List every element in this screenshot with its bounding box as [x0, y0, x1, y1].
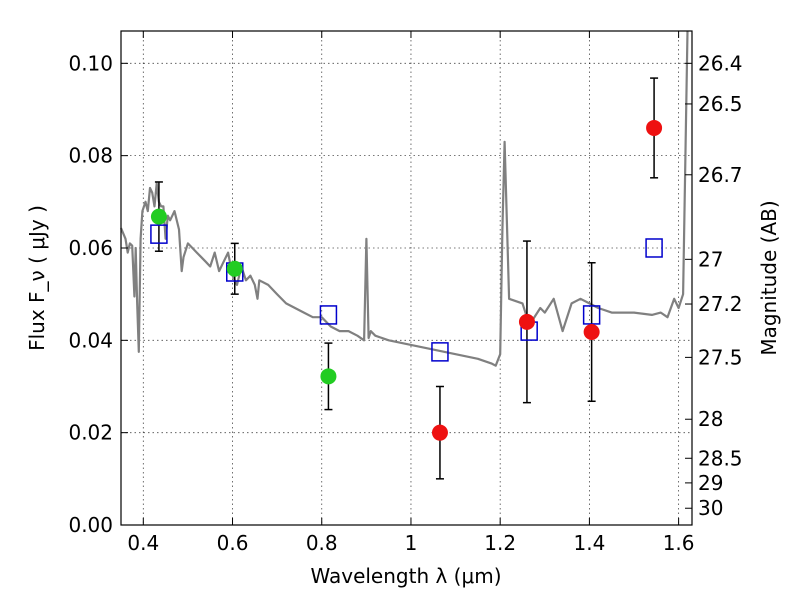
x-tick-label: 1.6 [663, 531, 695, 555]
y-tick-label: 0.08 [68, 144, 113, 168]
x-tick-label: 0.4 [127, 531, 159, 555]
model-flux-squares [150, 224, 663, 362]
y2-tick-label: 26.5 [698, 92, 743, 116]
photometry-point [518, 313, 535, 330]
y-tick-label: 0.04 [68, 328, 113, 352]
model-flux-square [150, 224, 168, 244]
y-axis-label: Flux F_ν ( μJy ) [25, 205, 49, 351]
detection-point [226, 260, 243, 277]
grid-lines [121, 31, 692, 526]
y-tick-label: 0.06 [68, 236, 113, 260]
photometry-point [646, 119, 663, 136]
model-flux-square [582, 305, 601, 325]
y2-tick-label: 28 [698, 407, 723, 431]
detection-point [150, 208, 167, 225]
x-axis-label: Wavelength λ (μm) [310, 564, 501, 588]
y2-tick-label: 28.5 [698, 446, 743, 470]
x-tick-label: 1.4 [573, 531, 605, 555]
x-tick-label: 1.2 [484, 531, 516, 555]
plot-frame [120, 30, 693, 526]
y2-tick-label: 27 [698, 247, 723, 271]
photometry-points [150, 119, 663, 441]
y2-tick-label: 27.5 [698, 345, 743, 369]
photometry-point [431, 424, 448, 441]
model-flux-square [319, 305, 338, 325]
y2-axis-label: Magnitude (AB) [757, 200, 781, 355]
photometry-point [583, 324, 600, 341]
model-spectrum [119, 30, 689, 367]
y2-tick-label: 27.2 [698, 292, 743, 316]
x-tick-label: 0.8 [306, 531, 338, 555]
axis-ticks: 0.4 0.6 0.8 1 1.2 1.4 1.6 0.00 0.02 0.04 0.06 0.08 0… [68, 31, 743, 555]
y-tick-label: 0.00 [68, 513, 113, 537]
y2-tick-label: 26.4 [698, 51, 743, 75]
y2-tick-label: 30 [698, 496, 723, 520]
y2-tick-label: 29 [698, 471, 723, 495]
detection-point [320, 368, 337, 385]
y-tick-label: 0.10 [68, 51, 113, 75]
model-flux-square [645, 238, 663, 258]
model-spectrum-line [119, 30, 689, 367]
x-tick-label: 0.6 [217, 531, 249, 555]
y2-tick-label: 26.7 [698, 163, 743, 187]
error-bars [154, 77, 659, 480]
y-tick-label: 0.02 [68, 421, 113, 445]
x-tick-label: 1 [405, 531, 418, 555]
model-flux-square [431, 342, 449, 362]
